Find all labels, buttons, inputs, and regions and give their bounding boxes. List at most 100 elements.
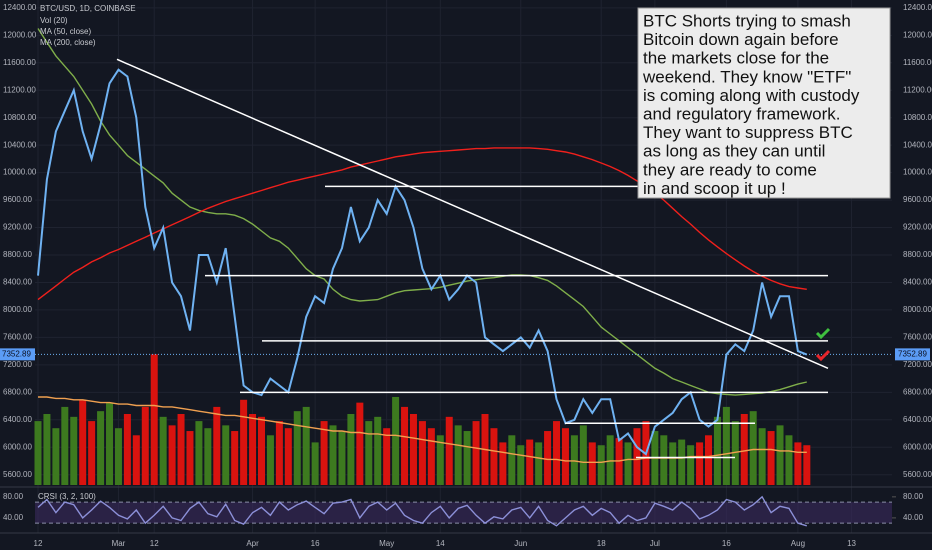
- y-tick-label: 6000.00: [3, 442, 32, 451]
- volume-bar: [445, 416, 453, 485]
- y-tick-label: 11600.00: [903, 58, 932, 67]
- volume-bar: [696, 442, 704, 485]
- y-tick-label: 10800.00: [3, 113, 37, 122]
- x-tick-label: Apr: [246, 539, 259, 548]
- volume-bar: [392, 396, 400, 485]
- y-tick-label: 9200.00: [903, 223, 932, 232]
- y-tick-label: 10000.00: [903, 168, 932, 177]
- last-price-label: 7352.89: [898, 349, 927, 358]
- chart-title: CRSI (3, 2, 100): [38, 492, 96, 501]
- y-tick-label: 5600.00: [3, 470, 32, 479]
- annotation-box: [637, 7, 891, 199]
- legend-entry: Vol (20): [40, 16, 68, 25]
- legend-entry: MA (50, close): [40, 27, 91, 36]
- volume-bar: [606, 435, 614, 485]
- volume-bar: [669, 442, 677, 485]
- volume-bar: [365, 421, 373, 485]
- volume-bar: [186, 431, 194, 485]
- volume-bar: [713, 416, 721, 485]
- volume-bar: [454, 425, 462, 485]
- y-tick-label: 8400.00: [903, 278, 932, 287]
- volume-bar: [561, 428, 569, 485]
- volume-bar: [284, 428, 292, 485]
- annotation-line: and regulatory framework.: [643, 104, 840, 123]
- volume-bar: [526, 439, 534, 485]
- x-tick-label: 16: [311, 539, 320, 548]
- volume-bar: [338, 431, 346, 485]
- volume-bar: [34, 421, 42, 485]
- volume-bar: [177, 414, 185, 485]
- y-tick-label: 8800.00: [3, 250, 32, 259]
- series-line: [37, 147, 807, 301]
- chart-title: BTC/USD, 1D, COINBASE: [40, 4, 136, 13]
- annotation-line: They want to suppress BTC: [643, 123, 853, 142]
- y-tick-label: 6800.00: [903, 387, 932, 396]
- volume-bar: [347, 414, 355, 485]
- y-tick-label: 11600.00: [3, 58, 36, 67]
- volume-bar: [633, 428, 641, 485]
- volume-bar: [356, 402, 364, 485]
- series-line: [37, 68, 808, 456]
- last-price-box: [895, 348, 930, 361]
- y-tick-label: 5600.00: [903, 470, 932, 479]
- y-tick-label: 11200.00: [3, 85, 36, 94]
- volume-bar: [499, 442, 507, 485]
- y-tick-label: 9600.00: [3, 195, 32, 204]
- x-tick-label: 18: [597, 539, 606, 548]
- volume-bar: [159, 416, 167, 485]
- y-tick-label: 10400.00: [3, 140, 37, 149]
- volume-bar: [624, 442, 632, 485]
- volume-bar: [472, 421, 480, 485]
- y-tick-label: 7200.00: [903, 360, 932, 369]
- volume-bar: [61, 406, 69, 485]
- volume-bar: [436, 435, 444, 485]
- y-tick-label: 12400.00: [903, 3, 932, 12]
- annotation-line: BTC Shorts trying to smash: [643, 11, 851, 30]
- annotation-line: is coming along with custody: [643, 86, 860, 105]
- y-tick-label: 80.00: [3, 492, 24, 501]
- volume-bar: [106, 402, 114, 485]
- volume-bar: [776, 425, 784, 485]
- y-tick-label: 6400.00: [3, 415, 32, 424]
- y-tick-label: 9600.00: [903, 195, 932, 204]
- volume-bar: [240, 399, 248, 485]
- volume-bar: [132, 435, 140, 485]
- volume-bar: [383, 428, 391, 485]
- y-tick-label: 8000.00: [3, 305, 32, 314]
- volume-bar: [418, 421, 426, 485]
- volume-bar: [320, 421, 328, 485]
- volume-bar: [722, 406, 730, 485]
- volume-bar: [258, 416, 265, 485]
- volume-bar: [213, 406, 221, 485]
- annotation-line: as long as they can until: [643, 142, 825, 161]
- y-tick-label: 40.00: [3, 513, 24, 522]
- check-icon: [815, 349, 831, 362]
- volume-bar: [731, 421, 739, 485]
- legend-entry: MA (200, close): [40, 38, 96, 47]
- annotation-line: Bitcoin down again before: [643, 30, 839, 49]
- check-icon: [815, 327, 831, 340]
- y-tick-label: 80.00: [903, 492, 924, 501]
- volume-bar: [678, 439, 686, 485]
- annotation-line: the markets close for the: [643, 49, 829, 68]
- volume-bar: [508, 435, 516, 485]
- x-tick-label: 16: [722, 539, 731, 548]
- volume-bar: [588, 442, 596, 485]
- y-tick-label: 12000.00: [3, 30, 37, 39]
- volume-bar: [660, 435, 668, 485]
- volume-bar: [705, 435, 712, 485]
- volume-bar: [141, 406, 149, 485]
- volume-bar: [52, 428, 60, 485]
- y-tick-label: 8000.00: [903, 305, 932, 314]
- series-line: [37, 28, 807, 396]
- volume-bar: [275, 421, 283, 485]
- volume-bar: [597, 445, 605, 485]
- volume-bar: [79, 399, 87, 485]
- volume-bar: [374, 416, 382, 485]
- volume-bar: [114, 428, 122, 485]
- y-tick-label: 12400.00: [3, 3, 37, 12]
- volume-bar: [195, 421, 203, 485]
- y-tick-label: 10400.00: [903, 140, 932, 149]
